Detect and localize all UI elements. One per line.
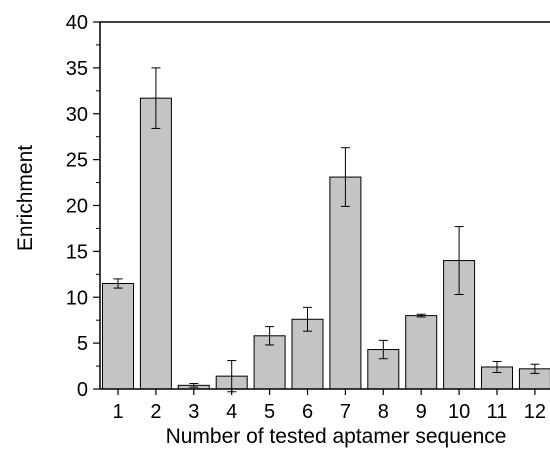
- y-tick-label-20: 20: [66, 196, 88, 218]
- bar-7: [330, 177, 361, 389]
- y-tick-label-10: 10: [66, 287, 88, 309]
- y-tick-label-30: 30: [66, 104, 88, 126]
- x-tick-label-7: 7: [340, 401, 351, 423]
- x-axis-title: Number of tested aptamer sequence: [166, 425, 507, 448]
- x-tick-label-8: 8: [378, 401, 389, 423]
- x-tick-label-11: 11: [487, 401, 508, 423]
- x-tick-label-9: 9: [416, 401, 427, 423]
- x-tick-label-1: 1: [112, 401, 123, 423]
- bars-layer: [103, 98, 550, 389]
- x-tick-label-6: 6: [302, 401, 313, 423]
- x-tick-label-10: 10: [448, 401, 470, 423]
- error-bars-layer: [114, 68, 540, 392]
- y-tick-label-40: 40: [66, 12, 88, 34]
- y-tick-label-5: 5: [77, 333, 88, 355]
- y-tick-label-25: 25: [66, 150, 88, 172]
- x-tick-label-5: 5: [264, 401, 275, 423]
- x-tick-label-4: 4: [226, 401, 237, 423]
- x-tick-label-3: 3: [188, 401, 199, 423]
- bar-9: [406, 316, 437, 389]
- bar-1: [103, 283, 134, 389]
- y-tick-label-15: 15: [66, 241, 88, 263]
- x-tick-label-2: 2: [150, 401, 161, 423]
- x-tick-label-12: 12: [524, 401, 546, 423]
- y-tick-label-35: 35: [66, 58, 88, 80]
- bar-2: [140, 98, 171, 389]
- y-axis-title: Enrichment: [14, 145, 37, 251]
- y-tick-label-0: 0: [77, 379, 88, 401]
